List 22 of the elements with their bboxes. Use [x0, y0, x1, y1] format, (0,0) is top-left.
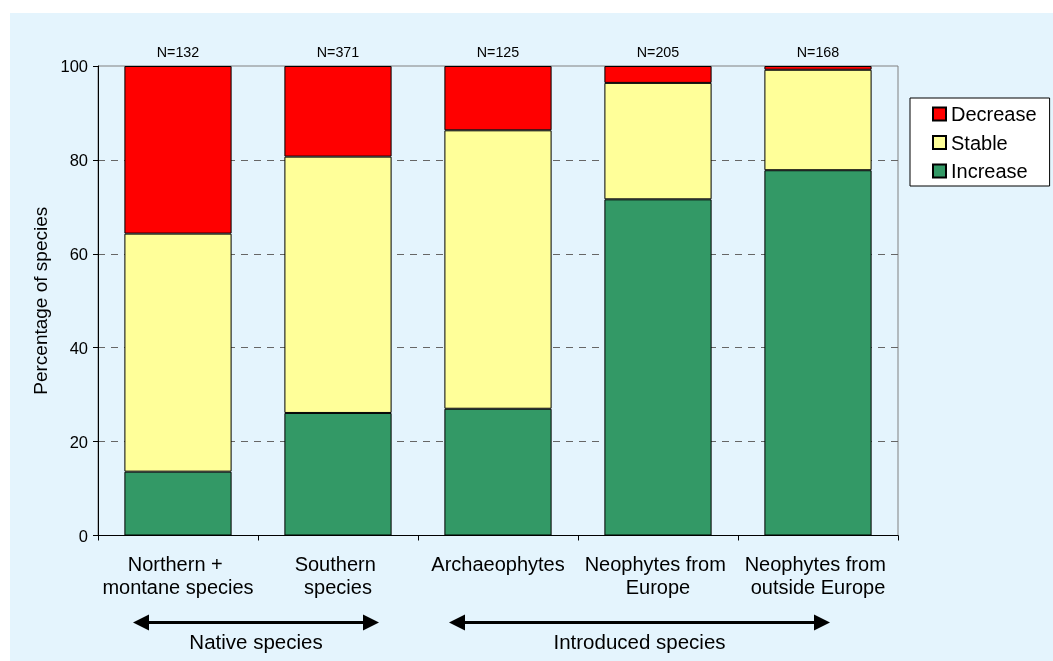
text: Native species: [189, 629, 323, 653]
annotation: N=132: [156, 44, 200, 60]
y-axis-title: Percentage of species: [29, 206, 51, 395]
y-tick-label: 0: [78, 526, 88, 545]
legend-label: Increase: [951, 160, 1028, 182]
annotation: N=125: [476, 44, 520, 60]
x-tick-label: Southern species: [294, 553, 382, 598]
y-tick-label: 40: [69, 338, 88, 357]
text: Introduced species: [553, 629, 726, 653]
y-tick-label: 80: [69, 150, 88, 169]
legend-label: Stable: [951, 131, 1008, 154]
annotation: N=168: [796, 44, 840, 60]
x-tick-label: Neophytes from Europe: [584, 553, 732, 598]
x-tick-label: Northern + montane species: [102, 553, 254, 598]
y-tick-label: 100: [60, 57, 88, 75]
y-tick-label: 20: [69, 432, 88, 451]
x-tick-label: Archaeophytes: [431, 553, 565, 575]
y-tick-label: 60: [69, 244, 88, 263]
x-tick-label: Neophytes from outside Europe: [744, 553, 892, 598]
legend-label: Decrease: [951, 103, 1037, 125]
annotation: N=371: [316, 44, 360, 60]
annotation: N=205: [636, 44, 680, 60]
